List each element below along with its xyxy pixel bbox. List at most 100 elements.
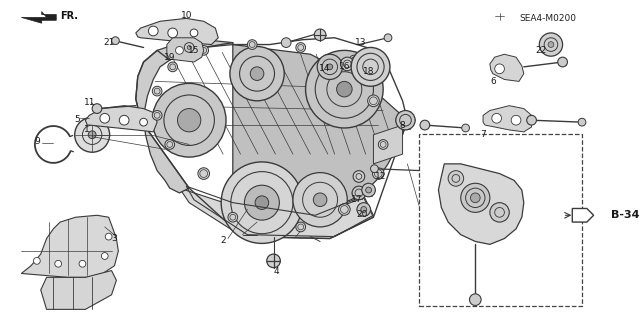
Text: 12: 12 (374, 172, 386, 181)
Circle shape (367, 95, 380, 107)
Circle shape (111, 37, 119, 45)
Polygon shape (85, 106, 157, 132)
Circle shape (282, 38, 291, 48)
Text: 15: 15 (188, 46, 200, 55)
Text: FR.: FR. (60, 11, 78, 21)
Circle shape (490, 203, 509, 222)
Circle shape (250, 67, 264, 80)
Text: 14: 14 (319, 64, 331, 73)
Circle shape (190, 29, 198, 37)
Circle shape (352, 186, 365, 200)
Circle shape (168, 28, 177, 38)
Circle shape (578, 118, 586, 126)
Circle shape (351, 48, 390, 86)
Circle shape (88, 131, 96, 139)
Circle shape (55, 260, 61, 267)
Polygon shape (21, 11, 56, 23)
Polygon shape (136, 41, 233, 193)
Circle shape (92, 104, 102, 114)
Circle shape (378, 140, 388, 149)
Circle shape (184, 43, 194, 52)
Circle shape (557, 57, 568, 67)
Text: 21: 21 (103, 38, 115, 47)
Text: 22: 22 (536, 46, 547, 55)
Circle shape (188, 46, 191, 49)
Circle shape (244, 185, 279, 220)
Circle shape (293, 173, 348, 227)
Circle shape (495, 64, 504, 74)
Circle shape (177, 108, 201, 132)
Polygon shape (179, 188, 374, 239)
Circle shape (305, 50, 383, 128)
Text: 10: 10 (180, 11, 192, 20)
Polygon shape (136, 19, 218, 45)
Polygon shape (483, 106, 532, 132)
Polygon shape (233, 45, 408, 211)
Circle shape (255, 196, 269, 210)
Text: 3: 3 (111, 234, 117, 243)
Circle shape (221, 162, 303, 243)
Circle shape (119, 115, 129, 125)
Text: 18: 18 (363, 67, 374, 76)
Circle shape (75, 117, 109, 152)
Circle shape (527, 115, 536, 125)
Text: 9: 9 (34, 137, 40, 146)
Circle shape (152, 110, 162, 120)
Circle shape (340, 57, 354, 71)
Text: 16: 16 (339, 63, 350, 71)
Circle shape (165, 140, 175, 149)
Text: 2: 2 (220, 236, 226, 245)
Circle shape (317, 54, 342, 79)
Text: 5: 5 (75, 115, 81, 124)
Circle shape (33, 257, 40, 264)
Text: SEA4-M0200: SEA4-M0200 (520, 14, 577, 23)
Circle shape (228, 212, 237, 222)
Circle shape (168, 62, 177, 72)
Text: 7: 7 (480, 130, 486, 139)
Circle shape (267, 254, 280, 268)
Circle shape (175, 47, 183, 54)
Polygon shape (41, 271, 116, 309)
Circle shape (296, 43, 305, 52)
Text: B-34: B-34 (611, 210, 639, 220)
Circle shape (511, 115, 521, 125)
Circle shape (247, 40, 257, 49)
Text: 11: 11 (83, 98, 95, 107)
Circle shape (492, 114, 502, 123)
Polygon shape (572, 209, 594, 222)
Circle shape (371, 165, 378, 173)
Circle shape (540, 33, 563, 56)
Text: 1: 1 (84, 125, 90, 134)
Text: 20: 20 (356, 210, 367, 219)
Polygon shape (438, 164, 524, 244)
Circle shape (148, 26, 158, 36)
Circle shape (198, 168, 209, 179)
Circle shape (349, 55, 359, 65)
Polygon shape (21, 215, 118, 277)
Circle shape (296, 222, 305, 232)
Text: 8: 8 (399, 121, 405, 130)
Circle shape (199, 46, 209, 55)
Polygon shape (167, 38, 204, 62)
Polygon shape (490, 54, 524, 81)
Circle shape (100, 114, 109, 123)
Circle shape (384, 34, 392, 42)
Circle shape (152, 83, 226, 157)
FancyBboxPatch shape (419, 134, 582, 307)
Circle shape (361, 206, 367, 212)
Circle shape (448, 171, 463, 186)
Text: 13: 13 (355, 38, 367, 47)
Circle shape (79, 260, 86, 267)
Circle shape (372, 168, 384, 179)
Circle shape (101, 253, 108, 259)
Circle shape (470, 294, 481, 306)
Circle shape (337, 81, 352, 97)
Circle shape (327, 64, 333, 70)
Circle shape (339, 204, 350, 215)
Circle shape (105, 233, 112, 240)
Circle shape (314, 193, 327, 206)
Circle shape (365, 187, 371, 193)
Text: 4: 4 (274, 267, 279, 276)
Text: 19: 19 (164, 53, 175, 62)
Text: 6: 6 (490, 77, 495, 86)
